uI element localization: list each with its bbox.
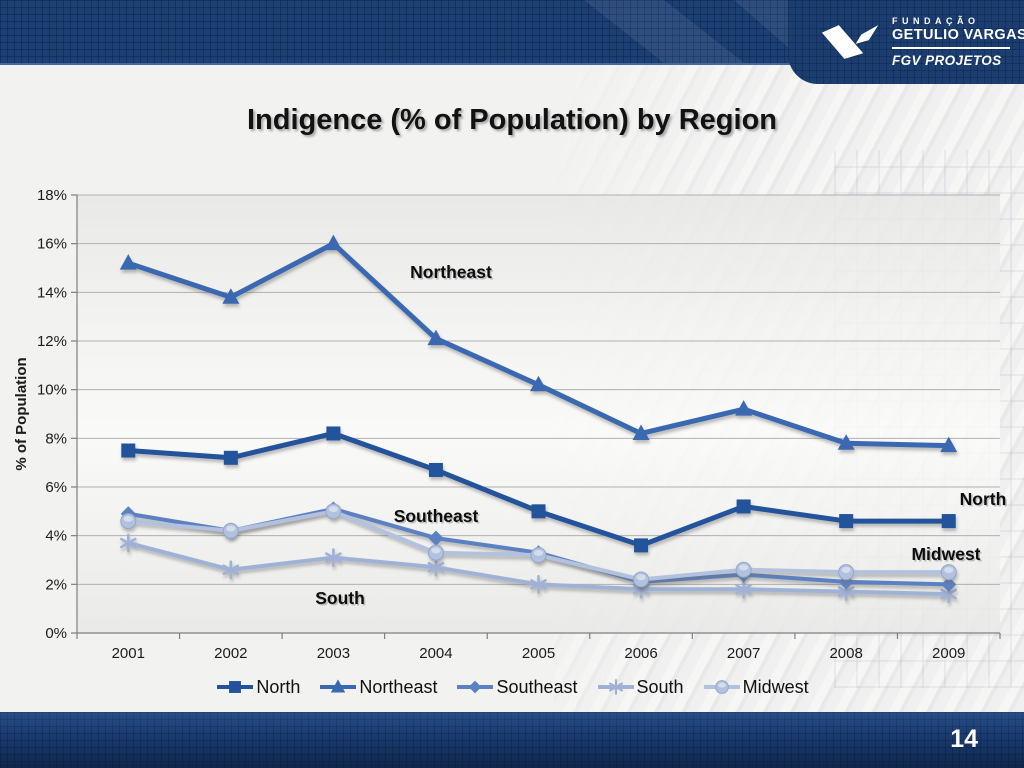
series-line-northeast [119, 234, 958, 453]
legend-marker-diamond-icon [457, 680, 494, 694]
x-axis-tick-label: 2007 [727, 645, 760, 662]
page-number: 14 [950, 725, 978, 753]
series-label-northeast: Northeast [410, 262, 492, 282]
legend-item-north: North [215, 677, 300, 698]
legend-item-northeast: Northeast [318, 677, 437, 698]
legend-label: Northeast [359, 676, 438, 697]
y-axis-tick-label: 18% [37, 187, 67, 204]
x-axis-tick-label: 2008 [829, 645, 862, 662]
y-axis-tick-label: 12% [37, 333, 67, 350]
legend-label: North [256, 676, 301, 697]
legend-label: Southeast [496, 676, 578, 697]
y-axis-tick-label: 6% [45, 479, 67, 496]
x-axis-tick-label: 2009 [932, 645, 965, 662]
chart-legend: North Northeast Southeast South Midwest [0, 672, 1024, 702]
x-axis-tick-label: 2006 [624, 645, 657, 662]
slide-title: Indigence (% of Population) by Region [246, 104, 778, 136]
legend-item-south: South [596, 677, 684, 698]
series-label-shadow: South [317, 590, 367, 610]
logo-getulio-vargas: GETULIO VARGAS [892, 27, 1024, 43]
fgv-logo-block: FUNDAÇÃO GETULIO VARGAS FGV PROJETOS [788, 0, 1024, 84]
series-label-shadow: Southeast [395, 508, 480, 528]
series-line-midwest [120, 503, 957, 588]
series-label-shadow: Northeast [412, 264, 494, 284]
series-label-southeast: Southeast [394, 506, 479, 526]
legend-label: Midwest [742, 676, 809, 697]
y-axis-tick-label: 2% [45, 576, 67, 593]
logo-fgv-projetos: FGV PROJETOS [892, 53, 1002, 68]
y-axis-tick-label: 0% [45, 625, 67, 642]
series-label-north: North [960, 489, 1007, 509]
series-label-shadow: North [961, 491, 1008, 511]
series-label-south: South [315, 588, 365, 608]
footer-bar: 14 [0, 712, 1024, 768]
legend-marker-triangle-icon [320, 679, 357, 693]
fgv-v-icon [821, 25, 879, 59]
y-axis-tick-label: 4% [45, 528, 67, 545]
y-axis-title: % of Population [13, 357, 30, 470]
y-axis-tick-label: 14% [37, 284, 67, 301]
legend-label: South [636, 676, 684, 697]
logo-fundacao: FUNDAÇÃO [892, 16, 980, 26]
legend-marker-asterisk-icon [597, 679, 634, 695]
x-axis-tick-label: 2001 [112, 645, 145, 662]
fgv-logo-text: FUNDAÇÃO GETULIO VARGAS FGV PROJETOS [892, 16, 1024, 68]
x-axis-tick-label: 2004 [419, 645, 452, 662]
x-axis-tick-label: 2003 [317, 645, 350, 662]
legend-marker-square-icon [217, 681, 254, 693]
legend-item-midwest: Midwest [702, 677, 809, 698]
legend-item-southeast: Southeast [455, 676, 578, 698]
y-axis-tick-label: 8% [45, 430, 67, 447]
x-axis-tick-label: 2002 [214, 645, 247, 662]
x-axis-tick-label: 2005 [522, 645, 555, 662]
y-axis-tick-label: 10% [37, 382, 67, 399]
y-axis-tick-label: 16% [37, 236, 67, 253]
series-label-midwest: Midwest [911, 544, 980, 564]
series-line-south [120, 533, 957, 604]
series-label-shadow: Midwest [913, 546, 982, 566]
series-line-north [121, 426, 956, 553]
logo-divider [892, 47, 1010, 49]
legend-marker-circle-icon [703, 680, 740, 694]
